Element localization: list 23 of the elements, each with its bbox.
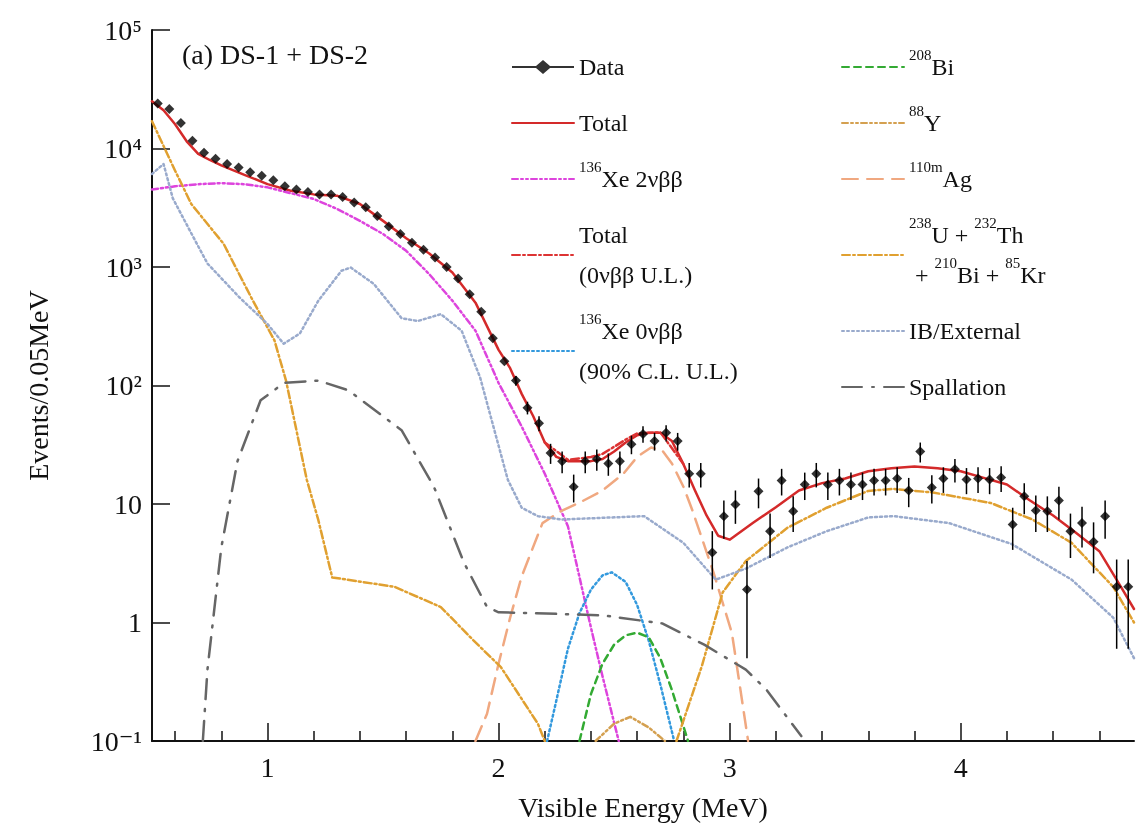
y-tick-label: 10 bbox=[114, 488, 142, 520]
line-series bbox=[150, 162, 1136, 660]
y-axis-title: Events/0.05MeV bbox=[22, 290, 54, 481]
legend-label: Total (0νββ U.L.) bbox=[579, 222, 693, 288]
y-tick-label: 10² bbox=[105, 370, 142, 401]
x-axis-title: Visible Energy (MeV) bbox=[518, 791, 768, 823]
y-tick-label: 10³ bbox=[105, 251, 142, 283]
legend-label: IB/External bbox=[909, 318, 1022, 344]
x-tick-label: 3 bbox=[722, 751, 737, 783]
x-tick-label: 4 bbox=[953, 751, 968, 783]
y-tick-label: 1 bbox=[128, 607, 142, 638]
line-series bbox=[545, 571, 676, 743]
line-series bbox=[594, 715, 667, 743]
legend-label: Spallation bbox=[909, 374, 1007, 400]
y-tick-label: 10⁻¹ bbox=[90, 725, 142, 757]
annotation: (a) DS-1 + DS-2 bbox=[182, 38, 369, 70]
legend-label: Total bbox=[579, 110, 629, 136]
x-tick-label: 2 bbox=[491, 751, 506, 783]
legend-label: Data bbox=[579, 54, 625, 80]
line-series bbox=[578, 631, 690, 743]
y-tick-label: 10⁴ bbox=[104, 133, 142, 164]
x-tick-label: 1 bbox=[260, 751, 275, 783]
y-tick-label: 10⁵ bbox=[104, 14, 142, 46]
